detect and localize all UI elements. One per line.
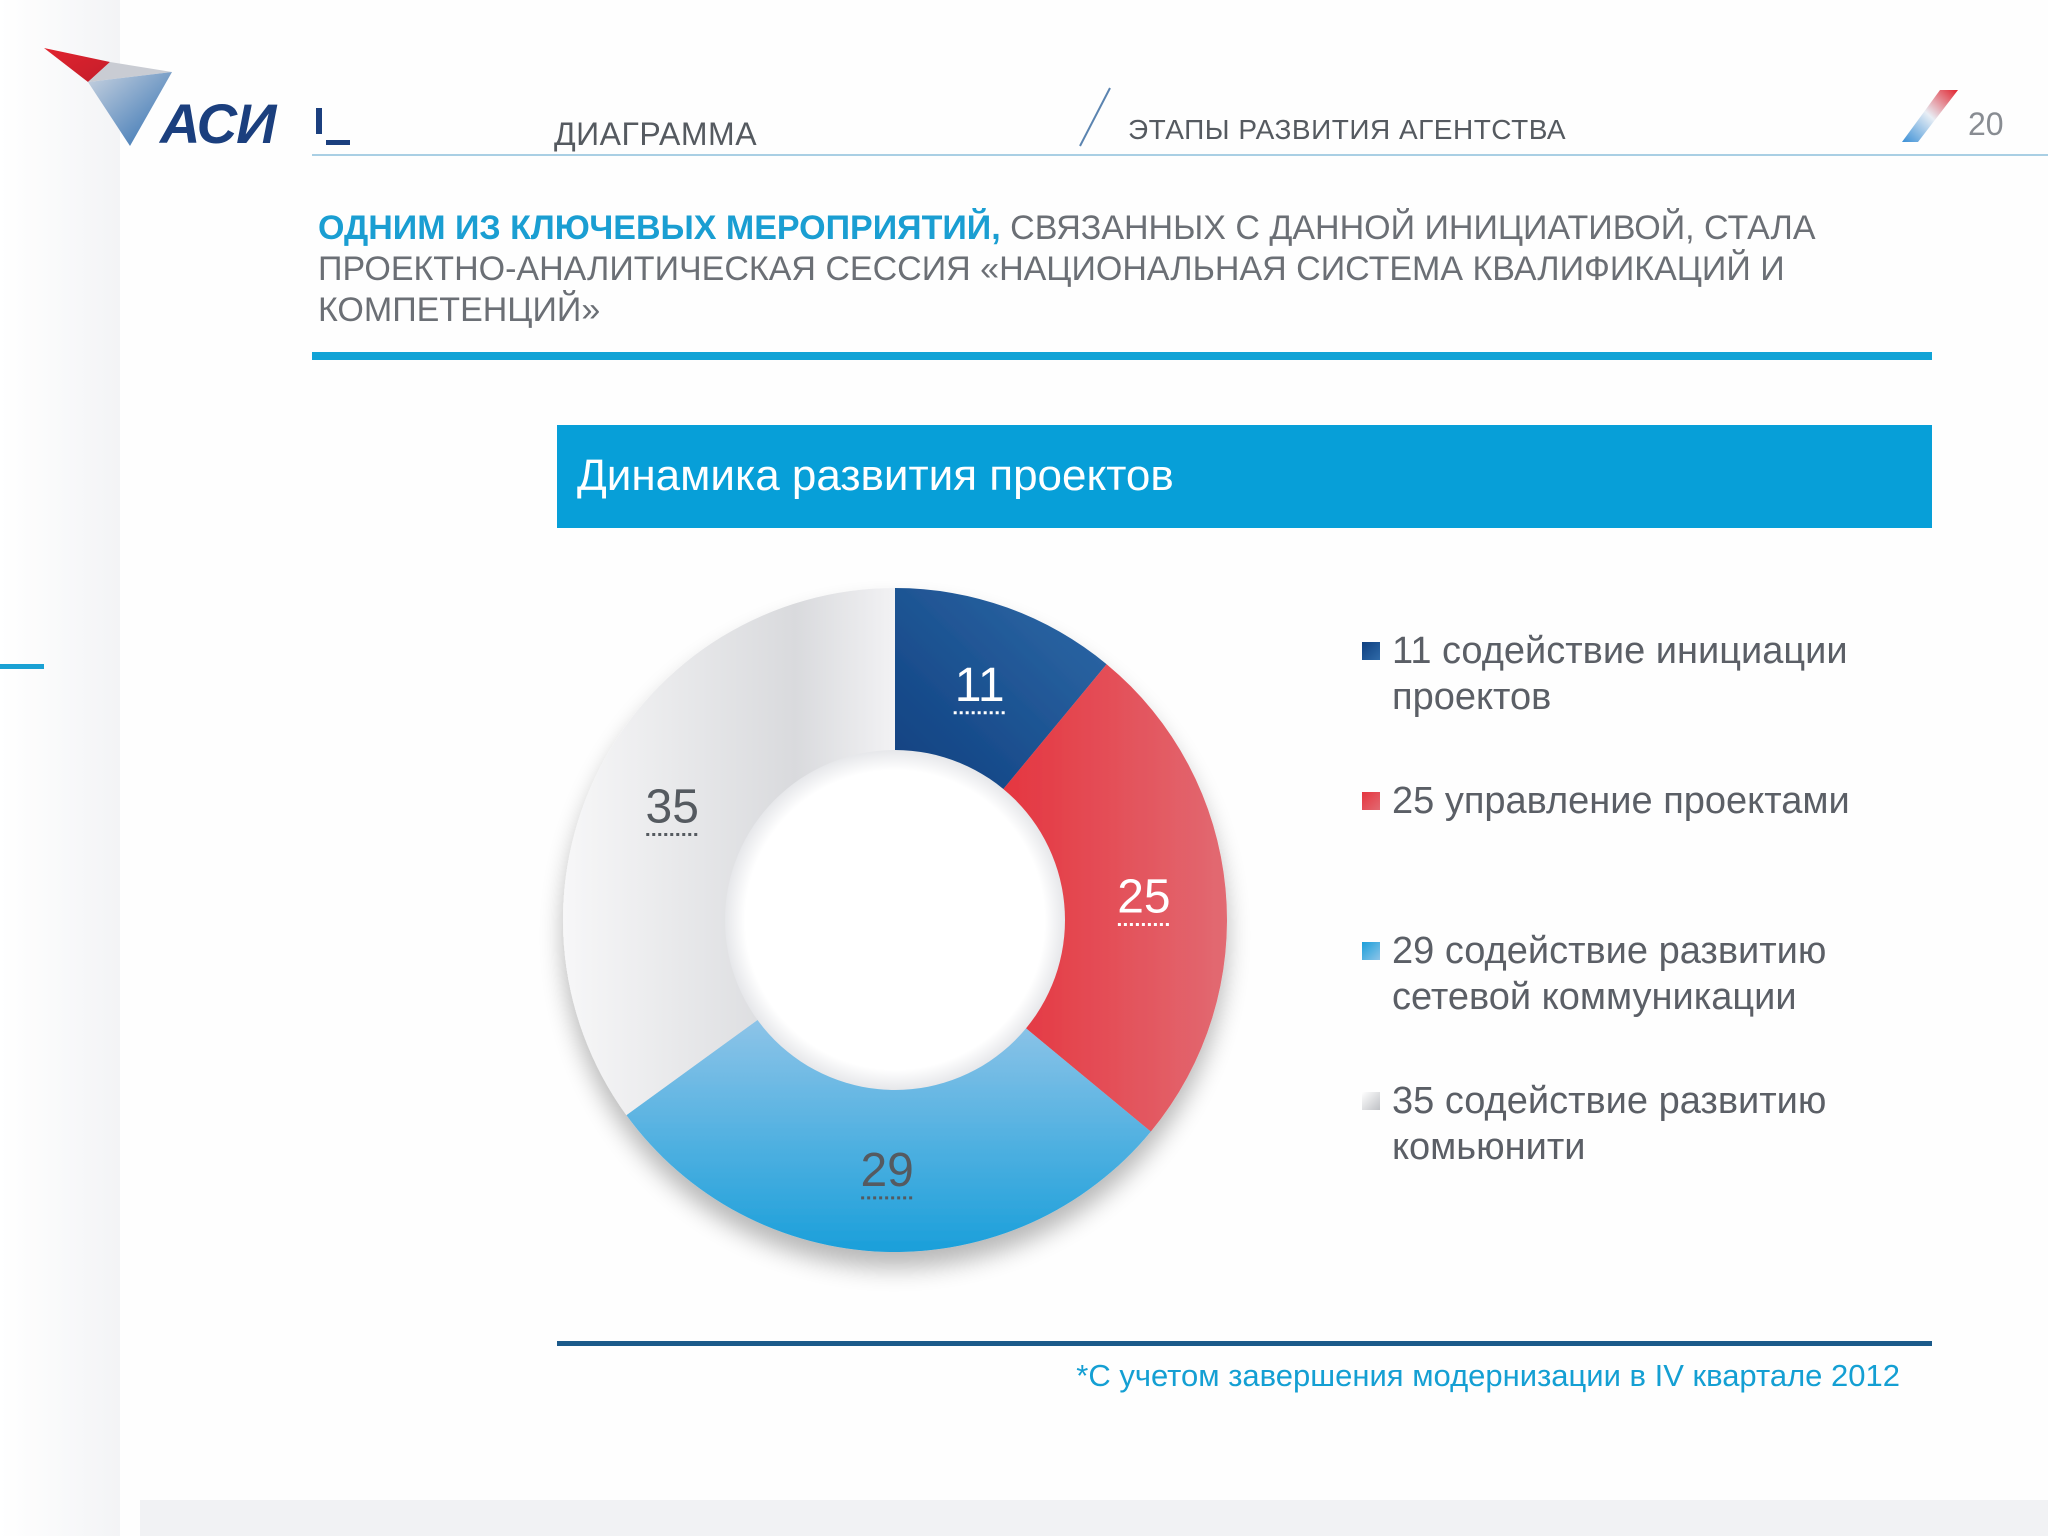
lead-highlight: ОДНИМ ИЗ КЛЮЧЕВЫХ МЕРОПРИЯТИЙ, — [318, 209, 1001, 247]
slash-divider-icon — [1079, 87, 1111, 147]
footer-divider — [557, 1341, 1932, 1346]
lead-text: ОДНИМ ИЗ КЛЮЧЕВЫХ МЕРОПРИЯТИЙ, СВЯЗАННЫХ… — [318, 208, 1858, 331]
legend-label: 25 управление проектами — [1392, 780, 1850, 822]
slice-value-label: 35 — [646, 781, 699, 834]
donut-hole — [725, 750, 1065, 1090]
slice-value-label: 11 — [955, 659, 1005, 712]
asi-logo-icon — [44, 48, 172, 146]
legend-label: 11 содействие инициации проектов — [1392, 630, 1848, 718]
legend-swatch — [1362, 792, 1380, 810]
lead-rest: СВЯЗАННЫХ С ДАННОЙ ИНИЦИАТИВОЙ, СТАЛА ПР… — [318, 209, 1816, 329]
donut-slice — [895, 588, 1107, 793]
bracket-mark-icon — [312, 104, 352, 146]
section-label: ДИАГРАММА — [554, 116, 758, 152]
chart-title-bar: Динамика развития проектов — [557, 425, 1932, 528]
legend-swatch — [1362, 1092, 1380, 1110]
header-divider — [312, 154, 2048, 156]
slice-value-label: 29 — [860, 1144, 913, 1197]
legend-swatch — [1362, 942, 1380, 960]
page-number: 20 — [1968, 106, 2004, 142]
brand-stripe-icon — [1902, 90, 1958, 142]
footnote: *С учетом завершения модернизации в IV к… — [1076, 1358, 1900, 1393]
left-shade — [0, 0, 120, 1536]
chart-title: Динамика развития проектов — [577, 451, 1174, 500]
logo-text: АСИ — [160, 92, 276, 155]
stage-label: ЭТАПЫ РАЗВИТИЯ АГЕНТСТВА — [1128, 114, 1567, 145]
donut-slice — [1000, 664, 1227, 1132]
slice-value-label: 25 — [1117, 870, 1170, 923]
donut-slice — [563, 588, 895, 1116]
legend-label: 35 содействие развитию комьюнити — [1392, 1080, 1827, 1168]
legend-swatch — [1362, 642, 1380, 660]
bottom-strip — [140, 1500, 2048, 1536]
lead-divider — [312, 352, 1932, 360]
donut-chart: 11 25 29 35 — [563, 588, 1227, 1252]
donut-slice — [626, 1017, 1151, 1252]
legend-label: 29 содействие развитию сетевой коммуника… — [1392, 930, 1827, 1018]
left-marker — [0, 664, 44, 669]
